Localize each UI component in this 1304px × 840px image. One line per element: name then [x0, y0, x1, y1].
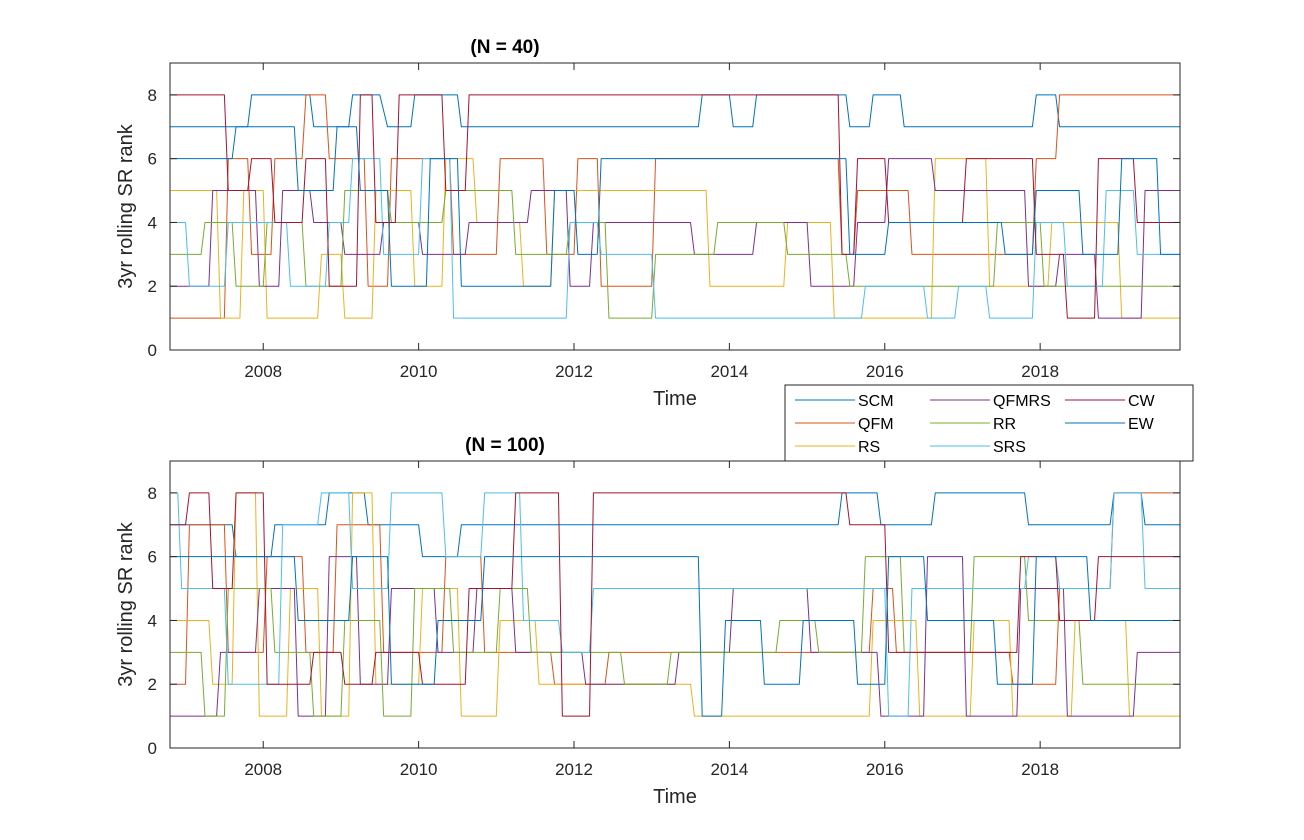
y-tick-label: 0 [148, 341, 157, 360]
x-tick-label: 2008 [244, 760, 282, 779]
chart-title: (N = 40) [470, 37, 539, 58]
series-line-qfmrs [170, 556, 1180, 717]
series-line-qfm [170, 94, 1180, 319]
y-axis-label: 3yr rolling SR rank [115, 521, 137, 687]
chart-title: (N = 100) [465, 435, 545, 456]
legend-label-ew: EW [1128, 416, 1155, 433]
y-tick-label: 6 [148, 548, 157, 567]
legend-label-rr: RR [993, 416, 1016, 433]
series-line-rs [170, 492, 1180, 717]
y-tick-label: 4 [148, 611, 157, 630]
x-tick-label: 2010 [400, 362, 438, 381]
x-tick-label: 2014 [710, 362, 748, 381]
x-tick-label: 2012 [555, 362, 593, 381]
axes-frame [169, 62, 1181, 351]
plot-area [170, 63, 1180, 350]
series-line-srs [170, 158, 1180, 319]
x-tick-label: 2012 [555, 760, 593, 779]
subplot-n100: 2008 2010 2012 2014 2016 2018 0 2 4 6 8 (N = 100) Ti… [115, 435, 1181, 808]
legend-label-qfmrs: QFMRS [993, 393, 1051, 410]
x-tick-label: 2018 [1021, 362, 1059, 381]
y-tick-label: 0 [148, 739, 157, 758]
y-tick-label: 8 [148, 484, 157, 503]
x-tick-label: 2014 [710, 760, 748, 779]
subplot-n40: 2008 2010 2012 2014 2016 2018 0 2 4 6 8 (N = 40) Tim… [115, 37, 1181, 410]
y-tick-label: 8 [148, 86, 157, 105]
x-axis-label: Time [653, 786, 697, 808]
y-tick-label: 6 [148, 150, 157, 169]
axes-frame [169, 460, 1181, 749]
y-tick-label: 2 [148, 277, 157, 296]
series-line-ew [170, 126, 1180, 287]
series-line-cw [170, 492, 1180, 717]
legend-label-scm: SCM [858, 393, 894, 410]
y-tick-label: 4 [148, 213, 157, 232]
series-line-ew [170, 556, 1180, 717]
x-tick-label: 2016 [866, 760, 904, 779]
y-axis-label: 3yr rolling SR rank [115, 123, 137, 289]
y-tick-label: 2 [148, 675, 157, 694]
series-line-cw [170, 94, 1180, 319]
series-line-qfm [170, 492, 1180, 685]
x-tick-label: 2008 [244, 362, 282, 381]
legend-label-rs: RS [858, 439, 880, 456]
x-axis-label: Time [653, 388, 697, 410]
plot-area [170, 461, 1180, 748]
series-line-rr [170, 190, 1180, 319]
x-tick-label: 2016 [866, 362, 904, 381]
x-tick-label: 2018 [1021, 760, 1059, 779]
legend-label-cw: CW [1128, 393, 1156, 410]
legend-label-qfm: QFM [858, 416, 894, 433]
legend-label-srs: SRS [993, 439, 1026, 456]
x-tick-label: 2010 [400, 760, 438, 779]
